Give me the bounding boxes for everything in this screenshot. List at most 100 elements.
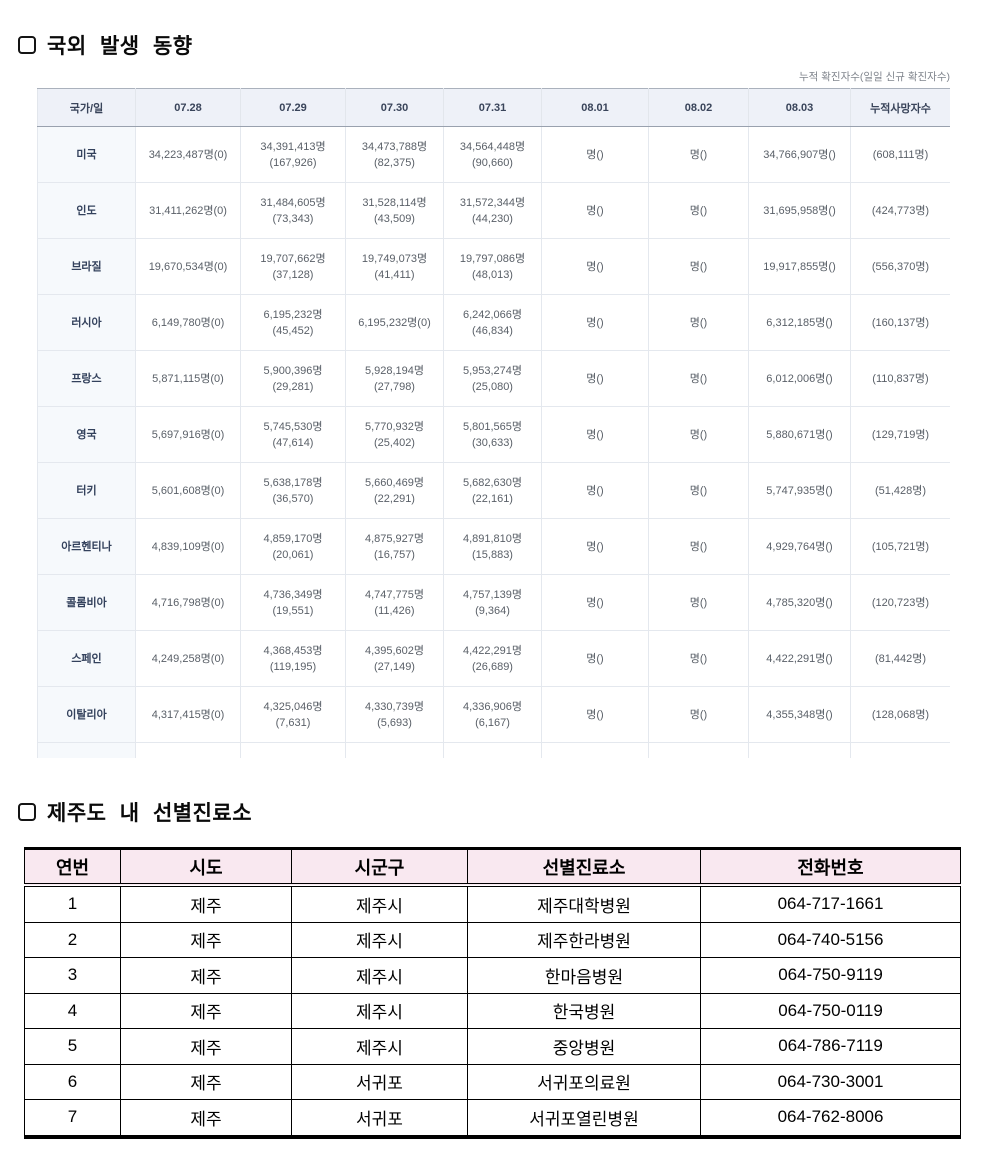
value-cell: 명(): [648, 350, 749, 407]
value-cell: 19,670,534명(0): [135, 238, 241, 295]
value-cell: 5,745,530명 (47,614): [240, 406, 346, 463]
column-header: 07.28: [135, 88, 241, 127]
value-cell: 4,736,349명 (19,551): [240, 574, 346, 631]
sigungu-cell: 제주시: [291, 921, 468, 958]
table-row: 러시아 6,149,780명(0) 6,195,232명 (45,452) 6,195,…: [37, 294, 950, 351]
value-cell: (608,111명): [850, 126, 950, 183]
table-row-clipped: [37, 742, 950, 758]
value-cell: 34,391,413명 (167,926): [240, 126, 346, 183]
country-cell: 러시아: [37, 294, 136, 351]
value-cell: 34,564,448명 (90,660): [443, 126, 542, 183]
row-number-cell: 7: [24, 1099, 121, 1137]
clinic-name-cell: 서귀포의료원: [467, 1063, 701, 1100]
row-number-cell: 6: [24, 1063, 121, 1100]
value-cell: 명(): [541, 462, 649, 519]
value-cell: 명(): [648, 294, 749, 351]
value-cell: 5,880,671명(): [748, 406, 851, 463]
country-cell: 인도: [37, 182, 136, 239]
empty-cell: [37, 742, 136, 758]
value-cell: (120,723명): [850, 574, 950, 631]
sigungu-cell: 제주시: [291, 884, 468, 923]
value-cell: 6,195,232명(0): [345, 294, 444, 351]
value-cell: 명(): [541, 406, 649, 463]
column-header: 시도: [120, 848, 292, 887]
clinic-name-cell: 한마음병원: [467, 957, 701, 994]
row-number-cell: 4: [24, 992, 121, 1029]
column-header: 07.31: [443, 88, 542, 127]
value-cell: 명(): [541, 686, 649, 743]
value-cell: 4,785,320명(): [748, 574, 851, 631]
empty-cell: [648, 742, 749, 758]
overseas-table: 국가/일 07.28 07.29 07.30 07.31 08.01 08.02 08.03 누…: [37, 88, 950, 758]
country-cell: 영국: [37, 406, 136, 463]
sido-cell: 제주: [120, 992, 292, 1029]
value-cell: 명(): [648, 630, 749, 687]
phone-cell: 064-762-8006: [700, 1099, 961, 1137]
table-row: 아르헨티나 4,839,109명(0) 4,859,170명 (20,061) 4,87…: [37, 518, 950, 575]
table-row: 미국 34,223,487명(0) 34,391,413명 (167,926) 34,4…: [37, 126, 950, 183]
phone-cell: 064-717-1661: [700, 884, 961, 923]
column-header: 08.02: [648, 88, 749, 127]
table-row: 1 제주 제주시 제주대학병원 064-717-1661: [24, 884, 961, 923]
column-header: 07.30: [345, 88, 444, 127]
value-cell: (51,428명): [850, 462, 950, 519]
value-cell: 34,766,907명(): [748, 126, 851, 183]
overseas-table-header: 국가/일 07.28 07.29 07.30 07.31 08.01 08.02 08.03 누…: [37, 88, 950, 127]
clinic-table: 연번 시도 시군구 선별진료소 전화번호 1 제주 제주시 제주대학병원 064-717-166…: [24, 847, 961, 1139]
table-row: 3 제주 제주시 한마음병원 064-750-9119: [24, 957, 961, 994]
sigungu-cell: 서귀포: [291, 1099, 468, 1137]
country-cell: 스페인: [37, 630, 136, 687]
empty-cell: [443, 742, 542, 758]
country-cell: 터키: [37, 462, 136, 519]
value-cell: (160,137명): [850, 294, 950, 351]
country-cell: 아르헨티나: [37, 518, 136, 575]
country-cell: 브라질: [37, 238, 136, 295]
column-header: 전화번호: [700, 848, 961, 887]
value-cell: 5,601,608명(0): [135, 462, 241, 519]
column-header: 국가/일: [37, 88, 136, 127]
value-cell: 19,797,086명 (48,013): [443, 238, 542, 295]
value-cell: 명(): [648, 518, 749, 575]
empty-cell: [850, 742, 950, 758]
value-cell: 명(): [648, 574, 749, 631]
value-cell: 명(): [648, 406, 749, 463]
value-cell: 명(): [541, 294, 649, 351]
value-cell: 4,368,453명 (119,195): [240, 630, 346, 687]
clinic-table-header: 연번 시도 시군구 선별진료소 전화번호: [24, 848, 961, 887]
sido-cell: 제주: [120, 1063, 292, 1100]
value-cell: 4,891,810명 (15,883): [443, 518, 542, 575]
value-cell: 4,422,291명(): [748, 630, 851, 687]
value-cell: 4,716,798명(0): [135, 574, 241, 631]
table-row: 7 제주 서귀포 서귀포열린병원 064-762-8006: [24, 1099, 961, 1137]
value-cell: 명(): [648, 182, 749, 239]
value-cell: 6,149,780명(0): [135, 294, 241, 351]
sido-cell: 제주: [120, 884, 292, 923]
value-cell: 4,929,764명(): [748, 518, 851, 575]
sigungu-cell: 제주시: [291, 992, 468, 1029]
value-cell: 19,707,662명 (37,128): [240, 238, 346, 295]
table-row: 스페인 4,249,258명(0) 4,368,453명 (119,195) 4,395…: [37, 630, 950, 687]
value-cell: 31,411,262명(0): [135, 182, 241, 239]
empty-cell: [748, 742, 851, 758]
value-cell: (105,721명): [850, 518, 950, 575]
value-cell: (128,068명): [850, 686, 950, 743]
overseas-section-title: 국외 발생 동향: [18, 30, 193, 60]
row-number-cell: 3: [24, 957, 121, 994]
value-cell: 6,242,066명 (46,834): [443, 294, 542, 351]
sido-cell: 제주: [120, 921, 292, 958]
value-cell: (81,442명): [850, 630, 950, 687]
sido-cell: 제주: [120, 957, 292, 994]
country-cell: 미국: [37, 126, 136, 183]
table-row: 4 제주 제주시 한국병원 064-750-0119: [24, 992, 961, 1029]
value-cell: 6,012,006명(): [748, 350, 851, 407]
column-header: 시군구: [291, 848, 468, 887]
empty-cell: [240, 742, 346, 758]
value-cell: 4,336,906명 (6,167): [443, 686, 542, 743]
value-cell: 19,749,073명 (41,411): [345, 238, 444, 295]
phone-cell: 064-730-3001: [700, 1063, 961, 1100]
value-cell: 명(): [541, 350, 649, 407]
value-cell: 31,528,114명 (43,509): [345, 182, 444, 239]
value-cell: 4,330,739명 (5,693): [345, 686, 444, 743]
table-row: 프랑스 5,871,115명(0) 5,900,396명 (29,281) 5,928,…: [37, 350, 950, 407]
phone-cell: 064-750-9119: [700, 957, 961, 994]
